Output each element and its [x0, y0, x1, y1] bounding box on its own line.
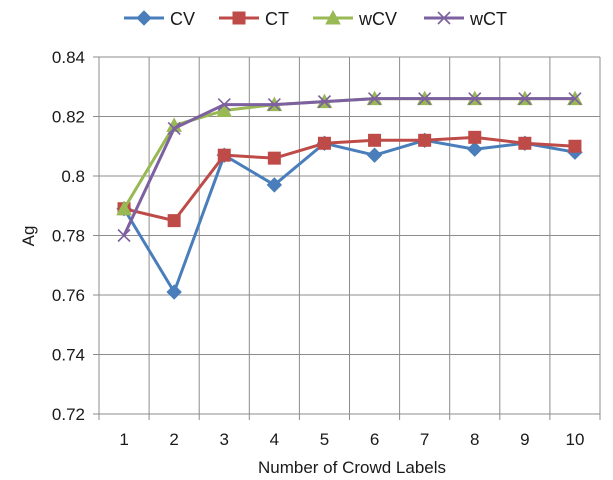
data-point-wct: [518, 92, 532, 106]
y-axis-title: Ag: [19, 226, 38, 247]
x-tick-label: 2: [169, 430, 178, 449]
axes: [93, 56, 601, 420]
data-point-ct: [418, 133, 432, 147]
series-line-ct: [123, 135, 576, 223]
legend-marker: [232, 11, 246, 25]
y-tick-label: 0.8: [61, 167, 85, 186]
x-tick-label: 7: [420, 430, 429, 449]
legend-label: wCT: [469, 9, 507, 29]
marker-stroke: [267, 98, 281, 112]
data-point-cv: [467, 141, 483, 157]
marker-stroke: [367, 92, 382, 106]
y-tick-labels: 0.72 0.74 0.76 0.78 0.8 0.82 0.84: [52, 48, 85, 424]
legend-item-wct: wCT: [424, 9, 507, 29]
marker-stroke: [117, 228, 131, 243]
data-point-ct: [468, 130, 482, 144]
y-tick-label: 0.84: [52, 48, 85, 67]
y-tick-label: 0.74: [52, 346, 85, 365]
series-line-cv: [122, 138, 576, 294]
legend-label: CV: [170, 9, 195, 29]
data-point-wct: [317, 95, 332, 109]
y-tick-label: 0.72: [52, 405, 85, 424]
data-point-cv: [266, 177, 283, 193]
data-point-wct: [468, 92, 482, 106]
x-tick-label: 8: [470, 430, 479, 449]
data-point-wct: [117, 228, 131, 243]
x-tick-label: 3: [220, 430, 229, 449]
gridlines: [98, 56, 601, 415]
marker-stroke: [217, 98, 231, 112]
data-point-wct: [367, 92, 382, 106]
marker-stroke: [437, 11, 451, 25]
legend-marker: [325, 9, 341, 25]
legend: CV CT wCV wCT: [124, 9, 507, 29]
data-point-ct: [317, 136, 331, 150]
legend-marker: [437, 11, 451, 25]
x-tick-labels: 1 2 3 4 5 6 7 8 9 10: [119, 430, 584, 449]
data-point-wct: [217, 98, 231, 112]
legend-marker: [136, 10, 152, 26]
marker-stroke: [167, 121, 181, 135]
legend-item-cv: CV: [124, 9, 195, 29]
legend-item-wcv: wCV: [313, 9, 397, 29]
y-tick-label: 0.78: [52, 227, 85, 246]
marker-stroke: [468, 92, 482, 106]
data-point-wct: [267, 98, 281, 112]
x-tick-label: 1: [119, 430, 128, 449]
series-wct: [117, 92, 582, 243]
data-point-wct: [418, 92, 432, 106]
data-point-ct: [167, 214, 181, 228]
x-tick-label: 4: [270, 430, 279, 449]
data-point-ct: [217, 148, 231, 162]
data-point-ct: [368, 133, 382, 147]
y-tick-label: 0.76: [52, 286, 85, 305]
x-tick-label: 5: [320, 430, 329, 449]
data-point-cv: [166, 284, 182, 300]
legend-label: CT: [265, 9, 289, 29]
series: [116, 90, 583, 300]
marker-stroke: [317, 95, 332, 109]
data-point-wct: [167, 121, 181, 135]
marker-stroke: [568, 92, 582, 106]
legend-label: wCV: [358, 9, 397, 29]
data-point-cv: [366, 147, 383, 163]
series-line-wct: [122, 97, 575, 237]
x-tick-label: 6: [370, 430, 379, 449]
x-tick-label: 9: [520, 430, 529, 449]
marker-stroke: [418, 92, 432, 106]
marker-stroke: [518, 92, 532, 106]
data-point-ct: [518, 136, 532, 150]
data-point-ct: [568, 139, 582, 153]
data-point-wcv: [116, 200, 132, 216]
x-tick-label: 10: [565, 430, 584, 449]
y-tick-label: 0.82: [52, 108, 85, 127]
data-point-ct: [267, 151, 281, 165]
data-point-wcv: [216, 102, 233, 118]
legend-item-ct: CT: [219, 9, 289, 29]
data-point-wct: [568, 92, 582, 106]
x-axis-title: Number of Crowd Labels: [258, 458, 446, 477]
